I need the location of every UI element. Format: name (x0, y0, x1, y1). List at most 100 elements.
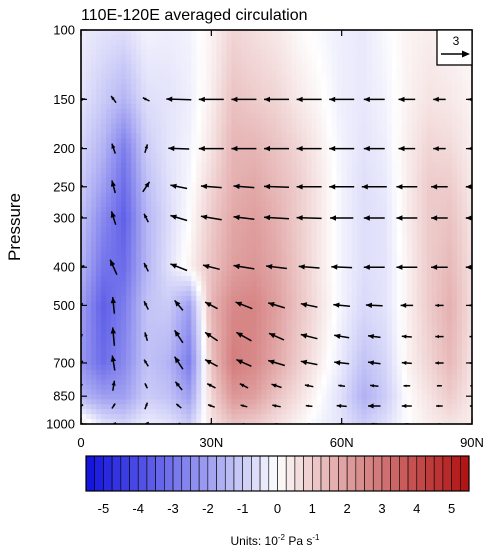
omega-cell (231, 143, 237, 149)
omega-cell (166, 236, 172, 243)
omega-cell (391, 330, 398, 336)
omega-cell (241, 291, 248, 297)
omega-cell (266, 256, 273, 263)
omega-cell (241, 39, 248, 46)
omega-cell (231, 320, 237, 327)
omega-cell (261, 295, 268, 302)
omega-cell (111, 118, 117, 125)
omega-cell (331, 300, 338, 307)
omega-cell (151, 325, 157, 332)
omega-cell (326, 39, 333, 46)
omega-cell (381, 192, 388, 199)
omega-cell (336, 197, 343, 203)
omega-cell (361, 108, 368, 115)
omega-cell (211, 177, 217, 184)
omega-cell (316, 261, 323, 267)
omega-cell (126, 30, 132, 36)
omega-cell (261, 207, 268, 213)
omega-cell (311, 182, 318, 189)
omega-cell (226, 74, 232, 80)
omega-cell (351, 335, 358, 341)
omega-cell (311, 266, 318, 272)
omega-cell (186, 212, 192, 218)
omega-cell (326, 197, 333, 203)
omega-cell (86, 143, 92, 149)
omega-cell (291, 251, 298, 258)
omega-cell (326, 153, 333, 159)
omega-cell (121, 340, 127, 346)
omega-cell (381, 69, 388, 75)
omega-cell (181, 330, 187, 336)
omega-cell (251, 74, 258, 80)
omega-cell (141, 59, 147, 66)
omega-cell (411, 167, 418, 174)
omega-cell (416, 138, 423, 144)
omega-cell (196, 276, 202, 282)
omega-cell (161, 94, 167, 100)
omega-cell (326, 212, 333, 218)
omega-cell (131, 59, 137, 66)
omega-cell (371, 49, 378, 56)
omega-cell (456, 227, 463, 233)
omega-cell (281, 148, 288, 154)
omega-cell (211, 158, 217, 164)
omega-cell (436, 153, 443, 159)
omega-cell (186, 84, 192, 90)
omega-cell (461, 113, 468, 120)
omega-cell (461, 172, 468, 179)
omega-cell (211, 286, 217, 292)
omega-cell (236, 197, 243, 203)
omega-cell (366, 69, 373, 75)
omega-cell (236, 94, 243, 100)
omega-cell (246, 261, 253, 267)
omega-cell (371, 98, 378, 105)
omega-cell (271, 217, 278, 223)
omega-cell (291, 192, 298, 199)
omega-cell (81, 182, 87, 189)
omega-cell (451, 241, 458, 248)
omega-cell (131, 207, 137, 213)
omega-cell (346, 30, 353, 36)
omega-cell (431, 222, 438, 228)
omega-cell (336, 261, 343, 267)
omega-cell (411, 128, 418, 135)
omega-cell (316, 246, 323, 253)
omega-cell (391, 340, 398, 346)
omega-cell (431, 74, 438, 80)
omega-cell (251, 44, 258, 51)
omega-cell (316, 30, 323, 36)
omega-cell (431, 231, 438, 238)
omega-cell (166, 39, 172, 46)
omega-cell (461, 236, 468, 243)
omega-cell (86, 320, 92, 327)
omega-cell (441, 118, 448, 125)
omega-cell (101, 217, 107, 223)
omega-cell (246, 153, 253, 159)
omega-cell (281, 113, 288, 120)
omega-cell (281, 271, 288, 277)
omega-cell (181, 138, 187, 144)
omega-cell (466, 148, 472, 154)
omega-cell (141, 291, 147, 297)
omega-cell (156, 330, 162, 336)
omega-cell (451, 256, 458, 263)
omega-cell (416, 202, 423, 208)
omega-cell (121, 89, 127, 95)
omega-cell (291, 310, 298, 317)
omega-cell (331, 84, 338, 90)
omega-cell (411, 98, 418, 105)
omega-cell (251, 49, 258, 56)
omega-cell (91, 345, 97, 351)
omega-cell (466, 143, 472, 149)
omega-cell (401, 64, 408, 70)
omega-cell (141, 202, 147, 208)
omega-cell (301, 217, 308, 223)
omega-cell (351, 177, 358, 184)
omega-cell (391, 162, 398, 169)
omega-cell (191, 128, 197, 135)
omega-cell (321, 158, 328, 164)
omega-cell (241, 74, 248, 80)
omega-cell (401, 89, 408, 95)
omega-cell (151, 98, 157, 105)
omega-cell (121, 246, 127, 253)
